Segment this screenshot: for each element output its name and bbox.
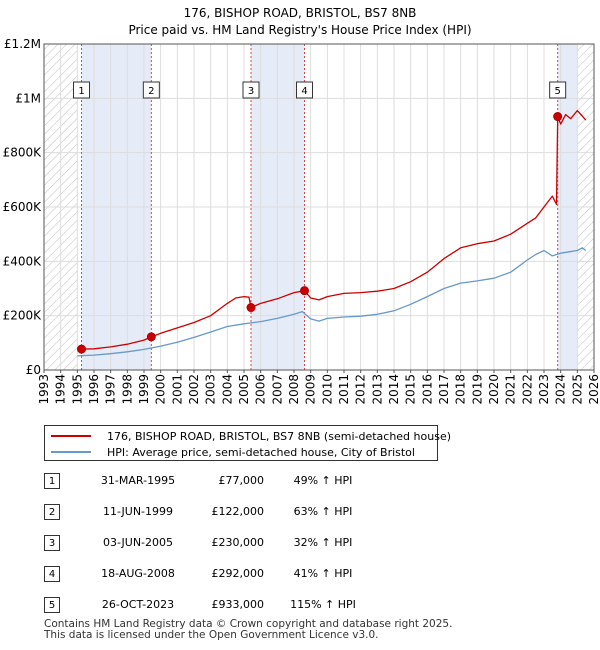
x-tick-label: 2023 bbox=[537, 374, 551, 405]
transaction-hpi: 115% ↑ HPI bbox=[290, 598, 356, 611]
x-tick-label: 2016 bbox=[420, 374, 434, 405]
transaction-number: 2 bbox=[44, 504, 60, 520]
transaction-price: £933,000 bbox=[211, 598, 265, 611]
transaction-hpi: 41% ↑ HPI bbox=[293, 567, 353, 580]
x-tick-label: 2024 bbox=[554, 374, 568, 405]
x-tick-label: 2019 bbox=[470, 374, 484, 405]
x-tick-label: 2020 bbox=[487, 374, 501, 405]
y-tick-label: £600K bbox=[3, 200, 43, 214]
x-tick-label: 2005 bbox=[237, 374, 251, 405]
x-tick-label: 2014 bbox=[387, 374, 401, 405]
transaction-number: 5 bbox=[44, 597, 60, 613]
x-tick-label: 2012 bbox=[354, 374, 368, 405]
x-tick-label: 2000 bbox=[154, 374, 168, 405]
chart-title: 176, BISHOP ROAD, BRISTOL, BS7 8NB bbox=[184, 6, 417, 20]
x-tick-label: 2011 bbox=[337, 374, 351, 405]
y-tick-label: £400K bbox=[3, 254, 43, 268]
y-tick-label: £1M bbox=[15, 91, 41, 105]
chart-subtitle: Price paid vs. HM Land Registry's House … bbox=[128, 23, 471, 37]
transaction-point bbox=[246, 303, 256, 313]
transaction-label-number: 4 bbox=[301, 86, 307, 97]
transaction-label-box bbox=[549, 81, 567, 99]
transaction-label-box bbox=[296, 81, 313, 99]
transaction-price: £77,000 bbox=[218, 474, 265, 487]
table-row: 2 11-JUN-1999 £122,000 63% ↑ HPI bbox=[44, 501, 464, 521]
transaction-price: £230,000 bbox=[211, 536, 265, 549]
transaction-number: 1 bbox=[44, 473, 60, 489]
x-tick-label: 2018 bbox=[454, 374, 468, 405]
x-tick-label: 2007 bbox=[270, 374, 284, 405]
transaction-label-number: 2 bbox=[148, 86, 154, 97]
transaction-date: 03-JUN-2005 bbox=[102, 536, 174, 549]
transaction-label-box bbox=[242, 81, 260, 99]
x-tick-label: 2021 bbox=[504, 374, 518, 405]
footer: Contains HM Land Registry data © Crown c… bbox=[44, 619, 452, 641]
x-tick-label: 1994 bbox=[54, 374, 68, 405]
property-price-line bbox=[81, 109, 587, 350]
transaction-hpi: 49% ↑ HPI bbox=[293, 474, 353, 487]
x-tick-label: 2002 bbox=[187, 374, 201, 405]
transaction-point bbox=[146, 332, 156, 342]
x-tick-label: 2008 bbox=[287, 374, 301, 405]
x-tick-label: 2003 bbox=[204, 374, 218, 405]
transaction-date: 26-OCT-2023 bbox=[101, 598, 175, 611]
y-tick-label: £800K bbox=[3, 146, 43, 160]
table-row: 3 03-JUN-2005 £230,000 32% ↑ HPI bbox=[44, 532, 464, 552]
x-tick-label: 1997 bbox=[104, 374, 118, 405]
y-tick-label: £200K bbox=[3, 309, 43, 323]
legend-item-hpi: HPI: Average price, semi-detached house,… bbox=[51, 444, 415, 460]
transaction-date: 11-JUN-1999 bbox=[102, 505, 174, 518]
x-tick-label: 1996 bbox=[87, 374, 101, 405]
x-tick-label: 2004 bbox=[220, 374, 234, 405]
transaction-price: £122,000 bbox=[211, 505, 265, 518]
legend-label-hpi: HPI: Average price, semi-detached house,… bbox=[107, 445, 415, 459]
x-tick-label: 2015 bbox=[404, 374, 418, 405]
footer-license: This data is licensed under the Open Gov… bbox=[44, 629, 379, 641]
x-tick-label: 2006 bbox=[254, 374, 268, 405]
x-tick-label: 2017 bbox=[437, 374, 451, 405]
plot-frame bbox=[43, 43, 595, 371]
x-tick-label: 1998 bbox=[120, 374, 134, 405]
legend-swatch-hpi bbox=[51, 451, 91, 453]
x-tick-label: 2010 bbox=[320, 374, 334, 405]
price-chart: 176, BISHOP ROAD, BRISTOL, BS7 8NB Price… bbox=[3, 6, 600, 405]
x-tick-label: 1995 bbox=[70, 374, 84, 405]
transaction-label-box bbox=[73, 81, 90, 99]
x-tick-label: 2026 bbox=[587, 374, 600, 405]
transaction-number: 4 bbox=[44, 566, 60, 582]
x-tick-label: 1999 bbox=[137, 374, 151, 405]
legend-swatch-property bbox=[51, 435, 91, 437]
x-tick-label: 1993 bbox=[37, 374, 51, 405]
x-tick-label: 2022 bbox=[520, 374, 534, 405]
transaction-price: £292,000 bbox=[211, 567, 265, 580]
legend-label-property: 176, BISHOP ROAD, BRISTOL, BS7 8NB (semi… bbox=[107, 429, 451, 443]
transaction-label-number: 5 bbox=[554, 86, 560, 97]
table-row: 4 18-AUG-2008 £292,000 41% ↑ HPI bbox=[44, 563, 464, 583]
transaction-number: 3 bbox=[44, 535, 60, 551]
x-tick-label: 2013 bbox=[370, 374, 384, 405]
transaction-label-number: 3 bbox=[248, 86, 254, 97]
table-row: 5 26-OCT-2023 £933,000 115% ↑ HPI bbox=[44, 594, 464, 614]
x-tick-label: 2001 bbox=[170, 374, 184, 405]
table-row: 1 31-MAR-1995 £77,000 49% ↑ HPI bbox=[44, 470, 464, 490]
footer-copyright: Contains HM Land Registry data © Crown c… bbox=[44, 618, 453, 630]
transaction-point bbox=[77, 344, 86, 354]
transaction-point bbox=[553, 112, 563, 122]
transaction-hpi: 32% ↑ HPI bbox=[293, 536, 353, 549]
transaction-point bbox=[300, 286, 309, 296]
transaction-date: 31-MAR-1995 bbox=[100, 474, 176, 487]
chart-legend: 176, BISHOP ROAD, BRISTOL, BS7 8NB (semi… bbox=[44, 425, 451, 461]
x-tick-label: 2025 bbox=[570, 374, 584, 405]
y-tick-label: £0 bbox=[26, 363, 41, 377]
transaction-label-box bbox=[142, 81, 160, 99]
transaction-date: 18-AUG-2008 bbox=[101, 567, 175, 580]
transaction-hpi: 63% ↑ HPI bbox=[293, 505, 353, 518]
hpi-line bbox=[77, 247, 587, 357]
legend-item-property: 176, BISHOP ROAD, BRISTOL, BS7 8NB (semi… bbox=[51, 428, 451, 444]
x-tick-label: 2009 bbox=[304, 374, 318, 405]
y-tick-label: £1.2M bbox=[4, 37, 41, 51]
transaction-label-number: 1 bbox=[78, 86, 84, 97]
